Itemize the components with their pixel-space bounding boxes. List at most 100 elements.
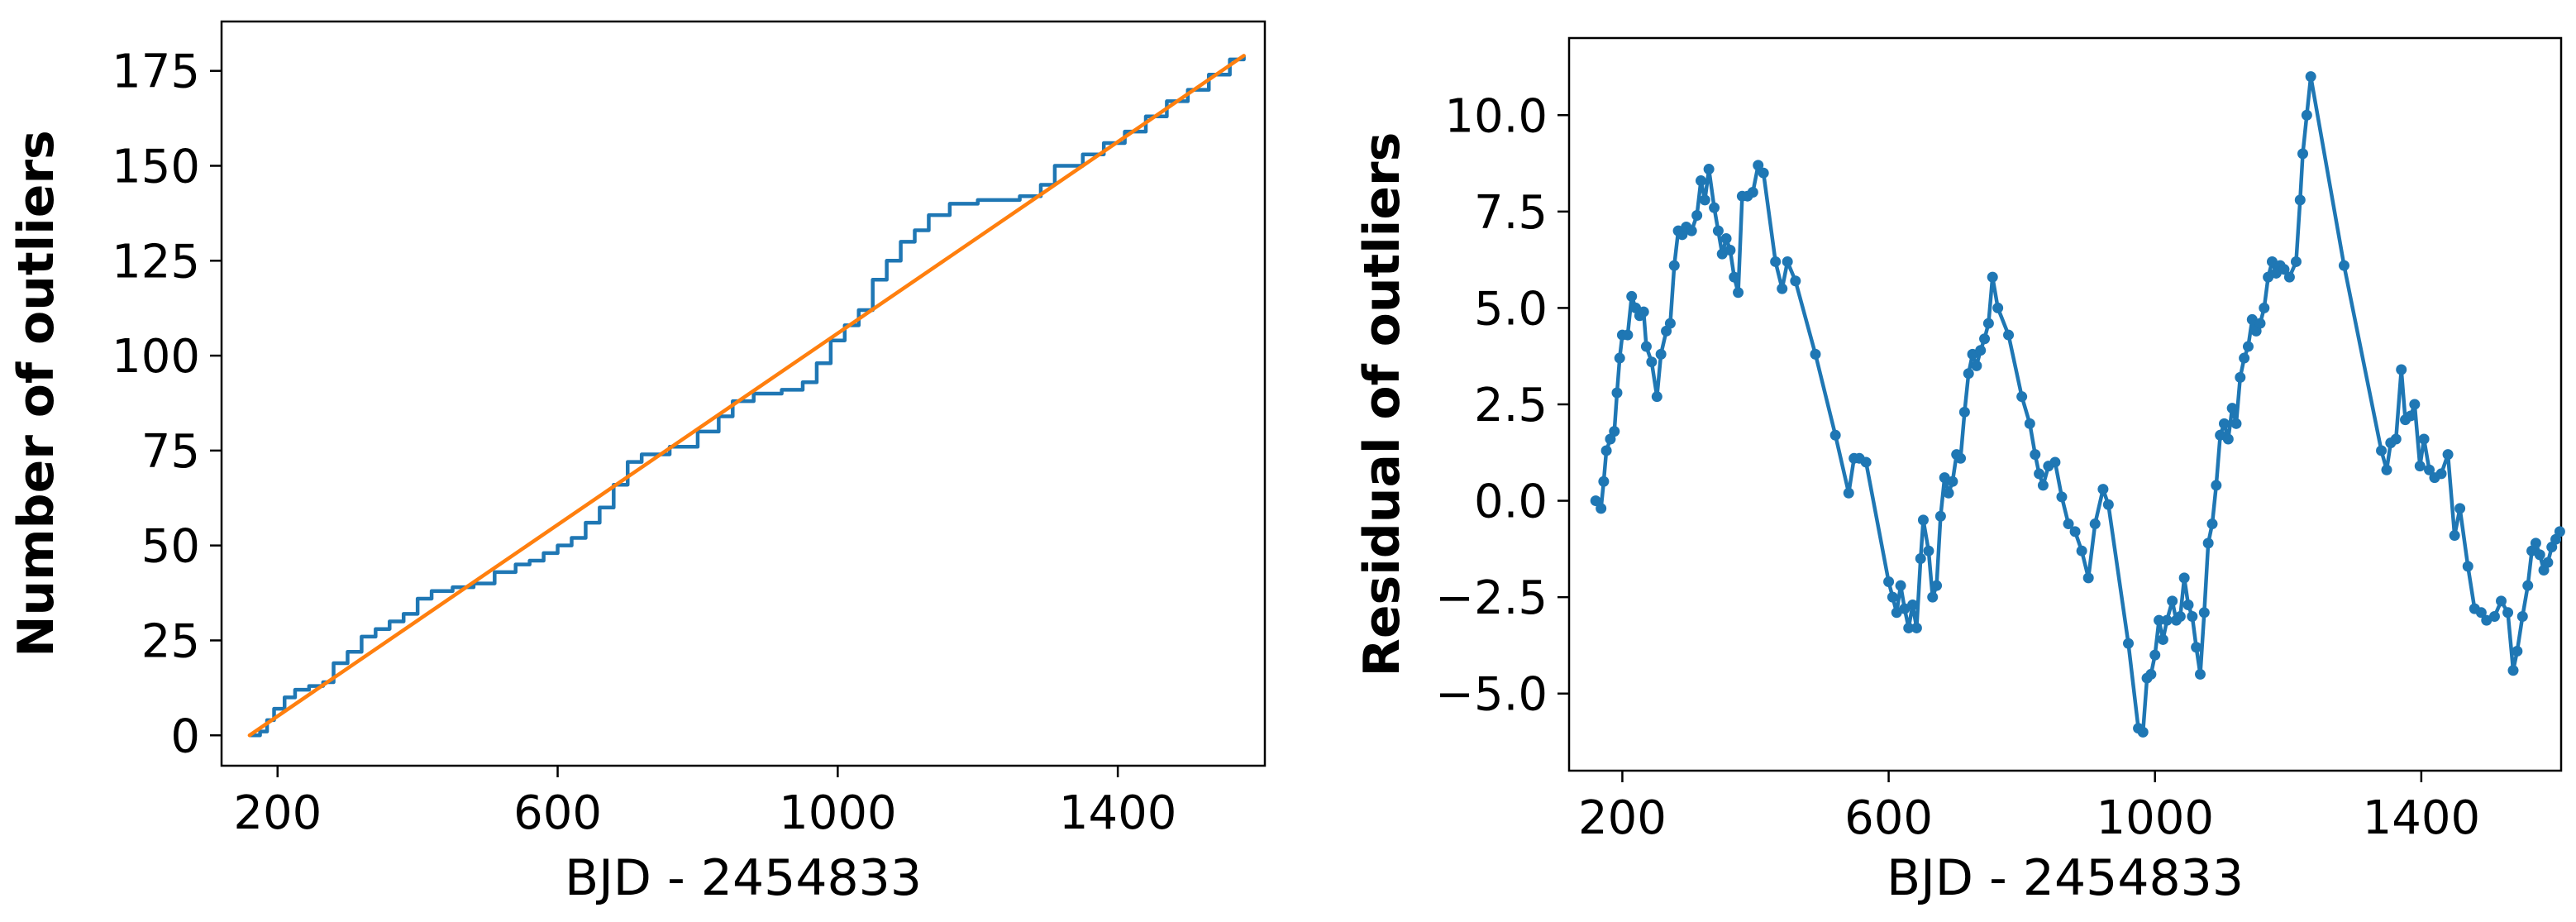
residual-point [2082, 572, 2094, 584]
x-axis-title: BJD - 2454833 [565, 849, 922, 907]
y-tick-label: 125 [112, 235, 200, 289]
residual-point [1829, 429, 1841, 441]
residual-point [2239, 352, 2250, 364]
residual-point [2278, 264, 2290, 275]
residual-point [2016, 391, 2028, 403]
residual-point [1915, 553, 1926, 565]
residual-point [2191, 642, 2202, 653]
residual-point [2198, 607, 2210, 619]
residual-point [2202, 537, 2214, 549]
residual-point [1923, 545, 1934, 557]
residual-point [1979, 333, 1991, 345]
residual-point [2259, 302, 2270, 313]
residual-point [1934, 510, 1946, 522]
residual-point [2187, 610, 2198, 622]
residual-point [2222, 433, 2234, 445]
x-tick-label: 1400 [1059, 786, 1177, 840]
residual-point [2481, 614, 2493, 626]
residual-point [2396, 364, 2407, 375]
residual-point [2049, 456, 2061, 468]
residual-point [2254, 318, 2266, 329]
residual-point [1907, 599, 1919, 610]
residual-point [1971, 360, 1982, 371]
residual-point [2534, 549, 2545, 561]
x-tick-label: 1000 [2096, 791, 2214, 845]
residual-point [1931, 580, 1943, 591]
residual-point [2502, 607, 2514, 619]
residual-point [1686, 225, 1697, 236]
x-tick-label: 1400 [2363, 791, 2481, 845]
residual-point [1943, 487, 1954, 499]
residual-point [1992, 302, 2004, 313]
residual-point [2454, 503, 2466, 514]
x-tick-label: 200 [233, 786, 322, 840]
residual-point [2097, 484, 2109, 495]
residual-point [1883, 576, 1895, 588]
residual-point [1712, 225, 1724, 236]
residual-point [2488, 610, 2500, 622]
residual-point [1609, 426, 1620, 437]
y-tick-label: −2.5 [1435, 571, 1548, 625]
residual-point [1903, 622, 1915, 633]
residual-point [1917, 514, 1929, 526]
residual-point [2507, 665, 2519, 676]
residual-point [1733, 287, 1744, 299]
plot-frame [220, 20, 1267, 767]
residual-point [2089, 518, 2101, 530]
residual-point [1600, 445, 1612, 456]
y-tick-label: 2.5 [1474, 379, 1548, 432]
residual-point [1982, 318, 1994, 329]
residual-point [1927, 591, 1939, 603]
residual-point [1614, 352, 1625, 364]
residual-point [2424, 464, 2435, 475]
residual-point [1703, 164, 1715, 175]
y-tick-label: 10.0 [1444, 89, 1548, 143]
residual-point [2381, 464, 2392, 475]
y-tick-label: −5.0 [1435, 668, 1548, 722]
residual-point [1716, 248, 1728, 260]
residual-point [2161, 614, 2173, 626]
residual-point [2230, 418, 2242, 429]
residual-point [1699, 194, 1710, 206]
residual-point [1596, 503, 1607, 514]
residual-point [2242, 341, 2254, 352]
y-tick-label: 0 [170, 709, 200, 763]
residual-point [2167, 595, 2178, 607]
residual-point [2418, 433, 2430, 445]
residual-point [2037, 480, 2049, 491]
linear-trend-line [247, 54, 1246, 738]
residual-point [2003, 329, 2015, 341]
residual-point [2294, 194, 2306, 206]
residual-point [1911, 622, 1922, 633]
y-axis-title: Number of outliers [7, 130, 65, 657]
residual-point [1782, 256, 1793, 267]
residual-point [2530, 537, 2541, 549]
residual-point [2475, 607, 2487, 619]
residual-point [1747, 187, 1758, 198]
residual-point [2462, 561, 2473, 572]
residual-point [2154, 614, 2165, 626]
residual-point [1664, 318, 1676, 329]
residual-point [2178, 572, 2190, 584]
residual-point [1598, 475, 1610, 487]
residual-point [1958, 406, 1970, 418]
residual-point [1939, 472, 1950, 484]
residual-point [2390, 433, 2402, 445]
residual-point [1947, 475, 1958, 487]
y-axis-title: Residual of outliers [1353, 132, 1411, 677]
residual-point [1860, 456, 1872, 468]
residual-point [1590, 495, 1601, 507]
y-tick-label: 0.0 [1474, 475, 1548, 529]
residual-point [2449, 530, 2460, 542]
residual-point [2305, 71, 2316, 83]
residual-point [2215, 429, 2226, 441]
residual-point [2182, 599, 2194, 610]
residual-point [2414, 461, 2426, 472]
residual-point [1887, 591, 1898, 603]
residual-point [2063, 518, 2074, 530]
residual-point [2056, 491, 2068, 503]
y-tick-label: 75 [141, 425, 200, 479]
residual-point [1622, 329, 1634, 341]
residual-point [1695, 175, 1706, 187]
